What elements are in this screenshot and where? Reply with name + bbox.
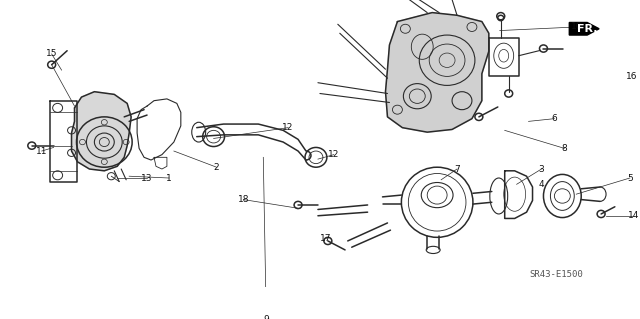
Text: 12: 12 — [282, 123, 294, 132]
Text: 16: 16 — [626, 72, 637, 81]
Text: 1: 1 — [166, 174, 172, 182]
Polygon shape — [385, 12, 489, 132]
Text: 9: 9 — [264, 315, 269, 319]
Text: 5: 5 — [627, 174, 633, 182]
Text: 13: 13 — [141, 174, 153, 182]
Text: 3: 3 — [539, 165, 545, 174]
Text: 11: 11 — [36, 146, 47, 156]
FancyArrow shape — [570, 22, 599, 35]
Text: 8: 8 — [561, 144, 567, 153]
Text: 10: 10 — [570, 22, 582, 32]
Text: 15: 15 — [46, 49, 58, 58]
Polygon shape — [72, 92, 131, 171]
Text: 12: 12 — [328, 150, 339, 159]
Text: 18: 18 — [237, 195, 249, 204]
Text: 6: 6 — [552, 114, 557, 123]
Text: 14: 14 — [628, 211, 639, 220]
Text: SR43-E1500: SR43-E1500 — [529, 270, 583, 279]
Text: 17: 17 — [320, 234, 332, 243]
Text: 2: 2 — [214, 163, 220, 172]
Text: FR.: FR. — [577, 24, 598, 34]
Text: 4: 4 — [539, 180, 544, 189]
Text: 7: 7 — [454, 165, 460, 174]
